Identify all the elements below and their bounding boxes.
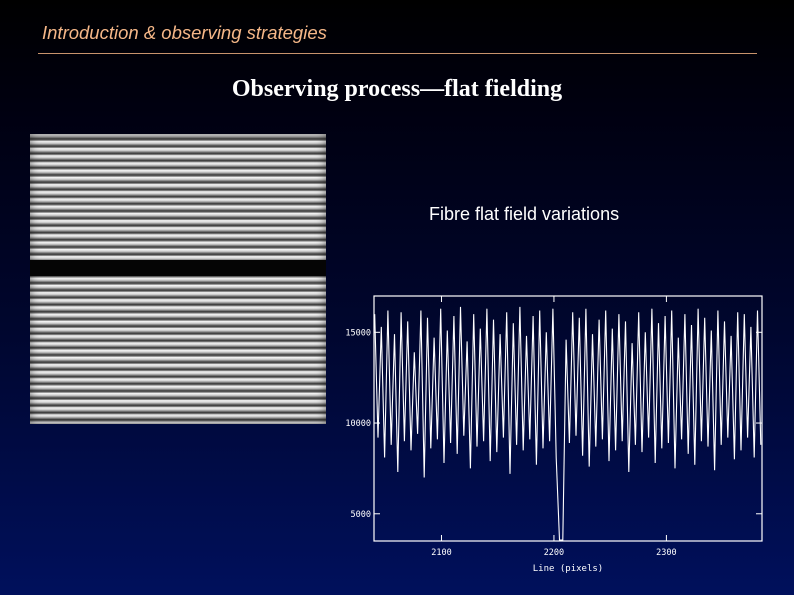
x-tick-label: 2300 [656, 548, 676, 558]
x-tick-label: 2100 [431, 548, 451, 558]
header-title: Introduction & observing strategies [42, 22, 327, 43]
slide-title: Observing process—flat fielding [231, 76, 563, 102]
flat-field-image [30, 134, 326, 424]
y-tick-label: 5000 [351, 510, 371, 520]
header-divider [38, 53, 757, 54]
x-axis-label: Line (pixels) [533, 564, 603, 574]
plot-caption: Fibre flat field variations [429, 204, 620, 224]
x-ticks: 2100 2200 2300 [431, 296, 677, 558]
y-tick-label: 15000 [345, 328, 371, 338]
series-line [374, 306, 762, 541]
dead-fibre-band [30, 260, 326, 276]
y-ticks: 5000 10000 15000 [345, 328, 762, 520]
plot-frame [373, 295, 763, 542]
x-tick-label: 2200 [544, 548, 564, 558]
flat-field-plot: 2100 2200 2300 5000 10000 15000 Line (pixels… [345, 295, 763, 574]
y-tick-label: 10000 [345, 419, 371, 429]
